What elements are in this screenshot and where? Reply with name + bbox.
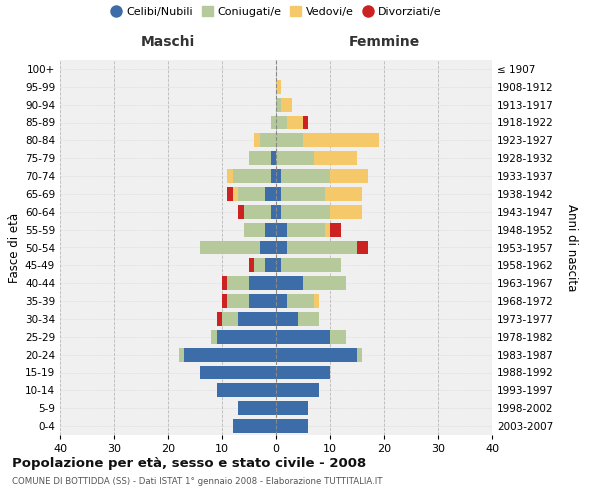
Bar: [357, 240, 368, 254]
Bar: [298, 312, 319, 326]
Bar: [217, 384, 276, 398]
Bar: [238, 312, 276, 326]
Bar: [227, 294, 249, 308]
Bar: [276, 98, 281, 112]
Bar: [330, 205, 362, 219]
Bar: [314, 294, 319, 308]
Bar: [330, 169, 368, 183]
Bar: [254, 258, 265, 272]
Bar: [222, 312, 238, 326]
Bar: [287, 116, 303, 130]
Bar: [276, 240, 287, 254]
Text: Femmine: Femmine: [349, 36, 419, 50]
Bar: [276, 222, 287, 236]
Bar: [281, 98, 292, 112]
Bar: [303, 134, 379, 147]
Bar: [287, 222, 325, 236]
Bar: [276, 366, 330, 380]
Bar: [217, 312, 222, 326]
Bar: [271, 151, 276, 165]
Bar: [276, 348, 357, 362]
Bar: [244, 222, 265, 236]
Bar: [260, 240, 276, 254]
Bar: [276, 205, 281, 219]
Bar: [281, 187, 325, 201]
Bar: [271, 169, 276, 183]
Bar: [330, 222, 341, 236]
Bar: [222, 294, 227, 308]
Bar: [276, 151, 314, 165]
Bar: [276, 276, 303, 290]
Bar: [233, 169, 271, 183]
Bar: [357, 348, 362, 362]
Bar: [184, 348, 276, 362]
Bar: [249, 276, 276, 290]
Bar: [325, 222, 330, 236]
Bar: [249, 258, 254, 272]
Bar: [271, 116, 276, 130]
Bar: [314, 151, 357, 165]
Bar: [276, 419, 308, 433]
Bar: [276, 330, 330, 344]
Bar: [227, 187, 233, 201]
Bar: [276, 116, 287, 130]
Bar: [330, 330, 346, 344]
Bar: [287, 240, 357, 254]
Y-axis label: Fasce di età: Fasce di età: [8, 212, 21, 282]
Text: Maschi: Maschi: [141, 36, 195, 50]
Bar: [303, 276, 346, 290]
Bar: [249, 294, 276, 308]
Bar: [227, 169, 233, 183]
Legend: Celibi/Nubili, Coniugati/e, Vedovi/e, Divorziati/e: Celibi/Nubili, Coniugati/e, Vedovi/e, Di…: [106, 2, 446, 21]
Bar: [211, 330, 217, 344]
Bar: [303, 116, 308, 130]
Bar: [200, 366, 276, 380]
Bar: [179, 348, 184, 362]
Bar: [200, 240, 260, 254]
Bar: [276, 187, 281, 201]
Bar: [222, 276, 227, 290]
Bar: [217, 330, 276, 344]
Bar: [265, 222, 276, 236]
Bar: [287, 294, 314, 308]
Bar: [276, 169, 281, 183]
Bar: [271, 205, 276, 219]
Bar: [265, 258, 276, 272]
Bar: [276, 80, 281, 94]
Bar: [233, 187, 238, 201]
Bar: [276, 312, 298, 326]
Bar: [325, 187, 362, 201]
Bar: [238, 401, 276, 415]
Bar: [276, 384, 319, 398]
Bar: [276, 401, 308, 415]
Bar: [244, 205, 271, 219]
Bar: [276, 258, 281, 272]
Bar: [281, 205, 330, 219]
Bar: [281, 169, 330, 183]
Bar: [265, 187, 276, 201]
Bar: [276, 134, 303, 147]
Bar: [238, 187, 265, 201]
Y-axis label: Anni di nascita: Anni di nascita: [565, 204, 578, 291]
Bar: [254, 134, 260, 147]
Bar: [233, 419, 276, 433]
Bar: [227, 276, 249, 290]
Text: COMUNE DI BOTTIDDA (SS) - Dati ISTAT 1° gennaio 2008 - Elaborazione TUTTITALIA.I: COMUNE DI BOTTIDDA (SS) - Dati ISTAT 1° …: [12, 478, 383, 486]
Bar: [276, 294, 287, 308]
Bar: [238, 205, 244, 219]
Bar: [249, 151, 271, 165]
Text: Popolazione per età, sesso e stato civile - 2008: Popolazione per età, sesso e stato civil…: [12, 458, 366, 470]
Bar: [260, 134, 276, 147]
Bar: [281, 258, 341, 272]
